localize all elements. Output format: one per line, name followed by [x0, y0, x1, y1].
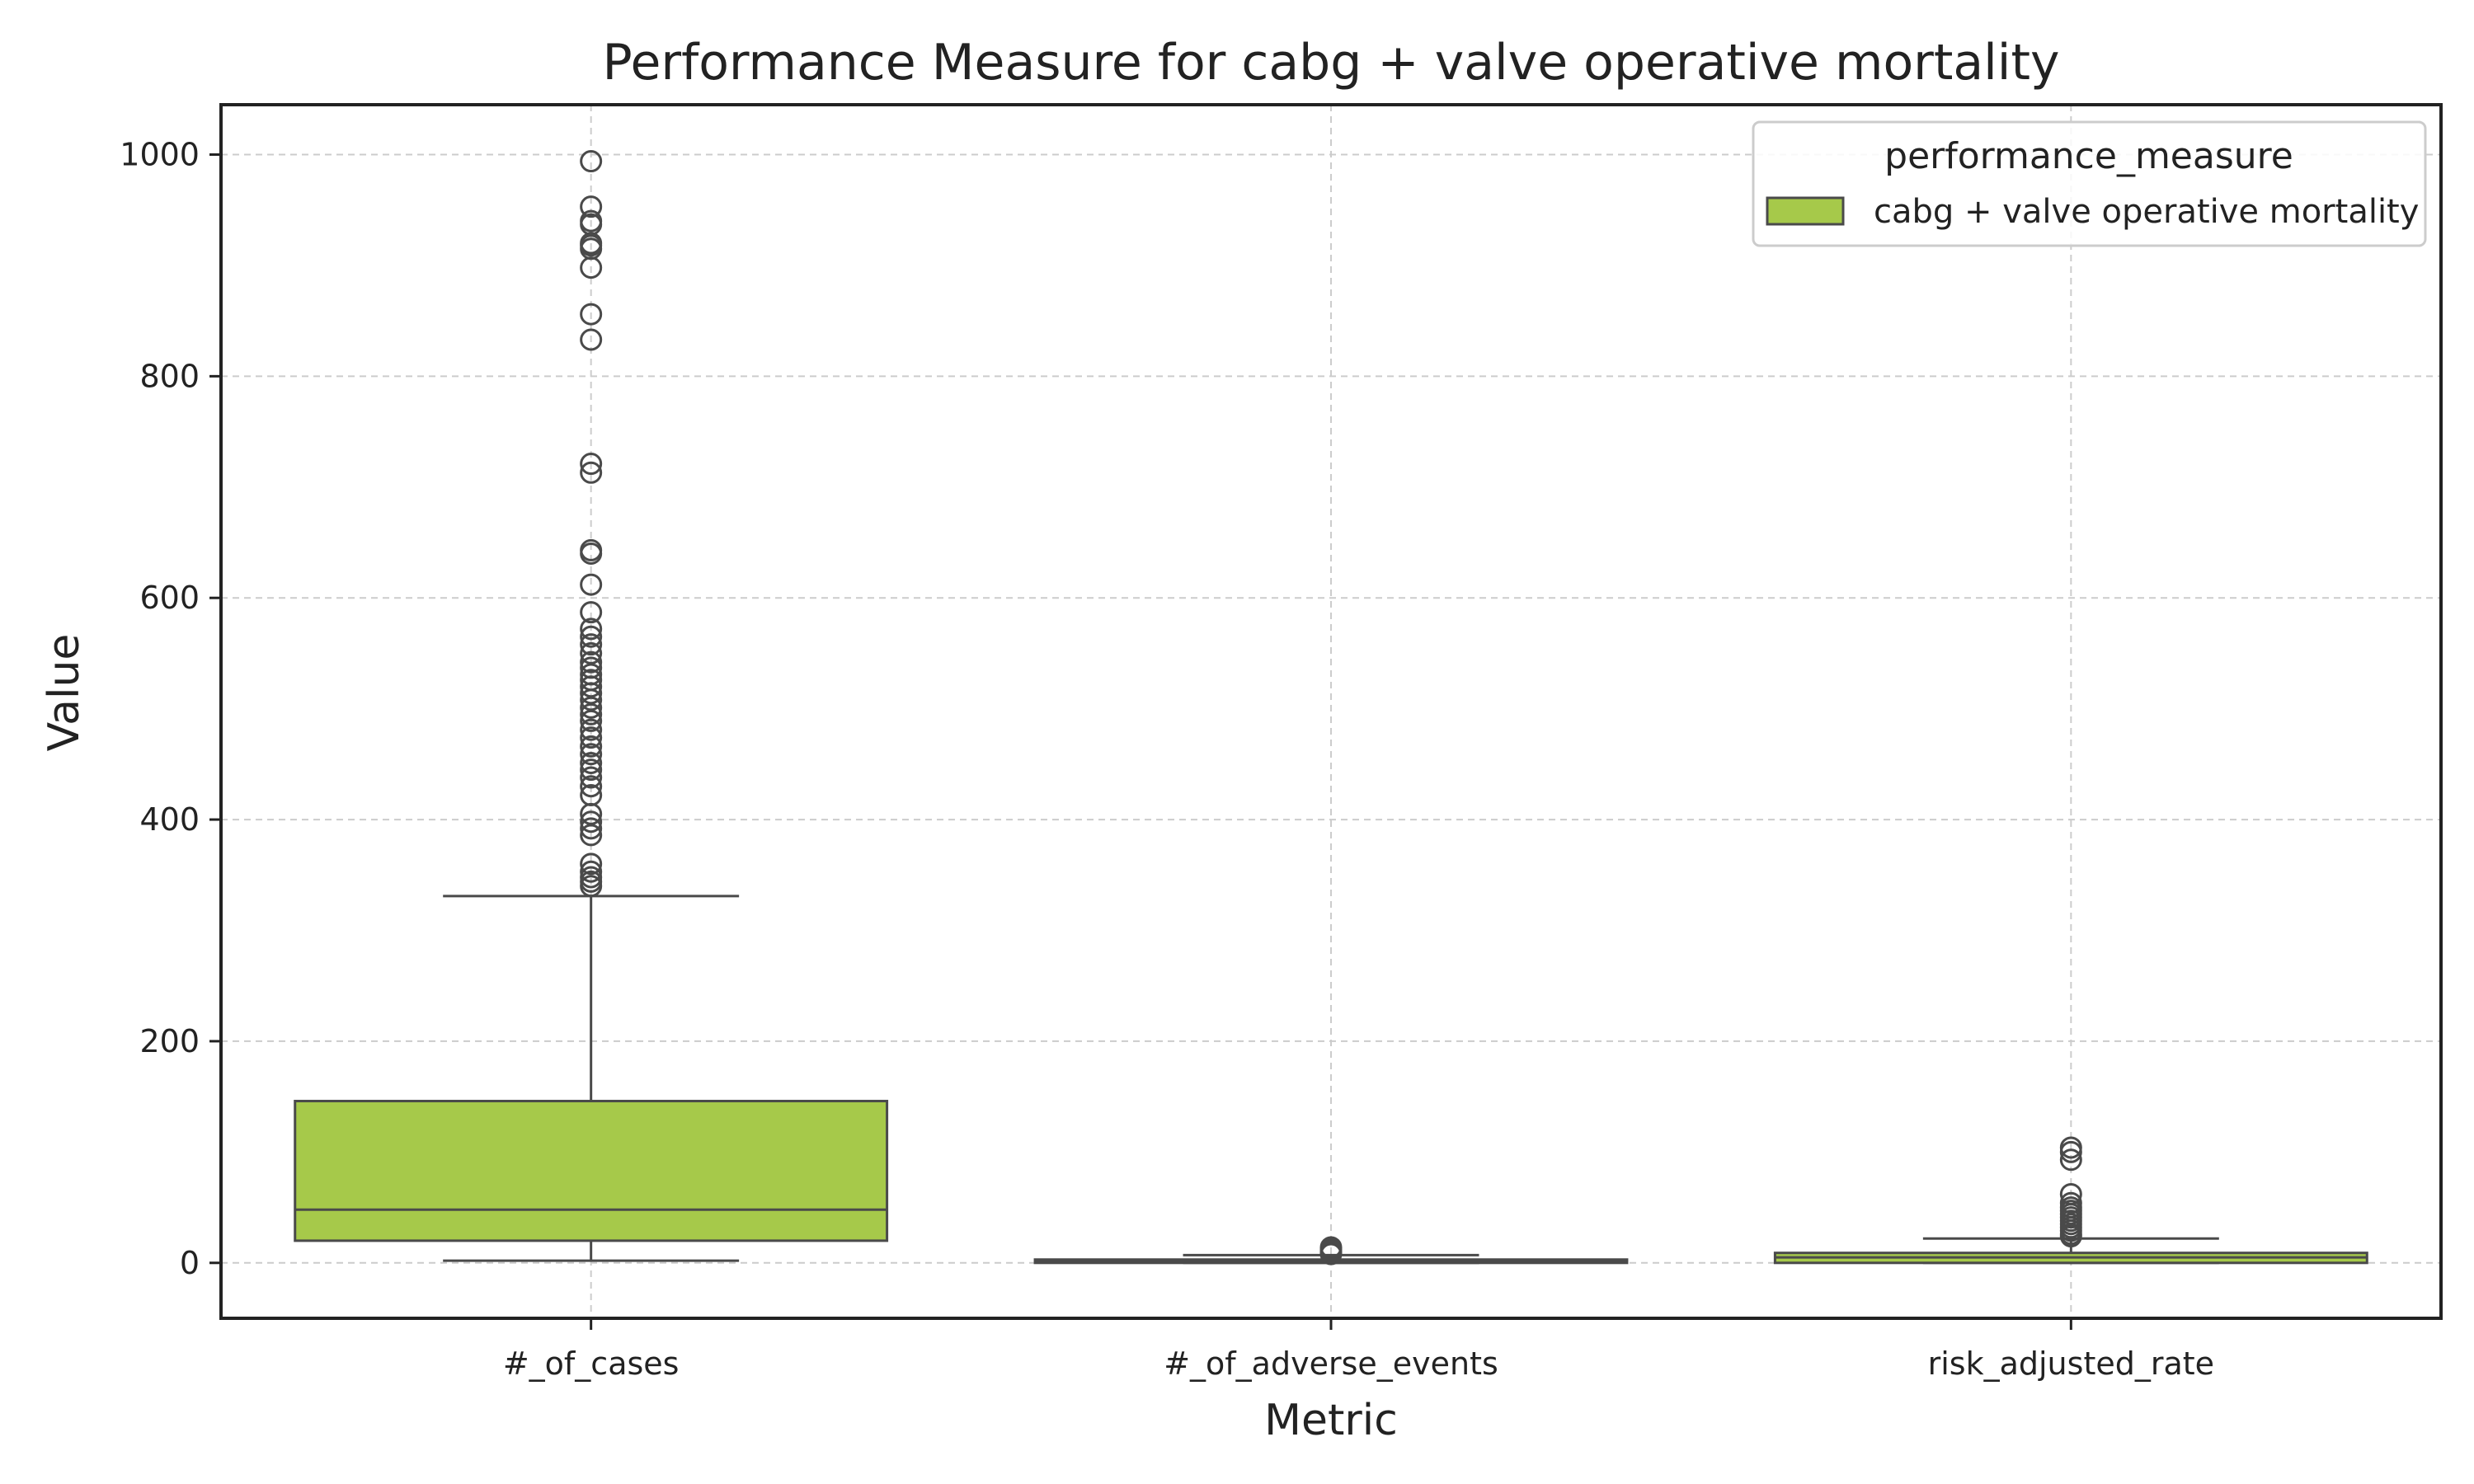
iqr-box [294, 1100, 889, 1242]
box-group [294, 150, 889, 1262]
y-tick-label: 200 [139, 1023, 200, 1059]
outlier-point [2059, 1225, 2082, 1248]
outlier-point [580, 766, 603, 789]
outlier-point [580, 875, 603, 898]
outlier-point [580, 860, 603, 883]
outlier-point [580, 696, 603, 719]
outlier-point [580, 682, 603, 705]
y-axis-label: Value [40, 634, 89, 752]
axes: 0 200 400 600 800 1000 #_of_cases #_of_adverse_… [120, 136, 2214, 1382]
y-tick-label: 1000 [120, 136, 200, 172]
outlier-point [580, 625, 603, 648]
outlier-point [580, 256, 603, 279]
outlier-point [580, 752, 603, 775]
legend-entry-label: cabg + valve operative mortality [1874, 193, 2419, 231]
box-series [294, 150, 2368, 1266]
outlier-point [580, 817, 603, 840]
outlier-point [580, 633, 603, 656]
x-tick-label: #_of_cases [503, 1345, 680, 1382]
legend-title: performance_measure [1884, 135, 2293, 177]
outlier-point [580, 758, 603, 782]
outlier-point [580, 328, 603, 351]
outlier-point [580, 743, 603, 766]
outlier-point [580, 601, 603, 624]
outlier-point [1319, 1236, 1343, 1259]
y-tick-label: 800 [139, 358, 200, 394]
x-tick-label: #_of_adverse_events [1164, 1345, 1498, 1382]
y-tick-label: 0 [180, 1245, 200, 1281]
outlier-point [580, 618, 603, 641]
outlier-point [580, 303, 603, 326]
chart-title: Performance Measure for cabg + valve ope… [602, 34, 2059, 92]
outlier-point [580, 775, 603, 798]
outlier-point [580, 810, 603, 834]
outlier-point [580, 195, 603, 218]
outlier-point [2059, 1148, 2082, 1172]
legend-swatch [1766, 196, 1845, 226]
legend-box [1752, 120, 2427, 247]
box-group [1033, 1236, 1629, 1266]
outlier-point [580, 735, 603, 758]
box-group [1773, 1136, 2368, 1265]
outlier-point [580, 650, 603, 674]
outlier-point [580, 573, 603, 596]
outlier-point [580, 453, 603, 476]
outlier-point [580, 688, 603, 711]
y-tick-label: 600 [139, 580, 200, 616]
outlier-point [580, 641, 603, 665]
outlier-point [580, 675, 603, 698]
x-tick-label: risk_adjusted_rate [1928, 1345, 2214, 1382]
legend: performance_measure cabg + valve operati… [1752, 120, 2427, 247]
outlier-point [580, 726, 603, 749]
outlier-point [580, 461, 603, 484]
outlier-point [580, 718, 603, 741]
outlier-point [580, 542, 603, 565]
y-tick-label: 400 [139, 801, 200, 838]
x-axis-label: Metric [1264, 1396, 1398, 1445]
outlier-point [580, 824, 603, 847]
outlier-point [2059, 1140, 2082, 1163]
outlier-point [580, 852, 603, 876]
outlier-point [580, 150, 603, 173]
outlier-point [580, 802, 603, 825]
outlier-point [580, 702, 603, 726]
outlier-point [580, 709, 603, 732]
